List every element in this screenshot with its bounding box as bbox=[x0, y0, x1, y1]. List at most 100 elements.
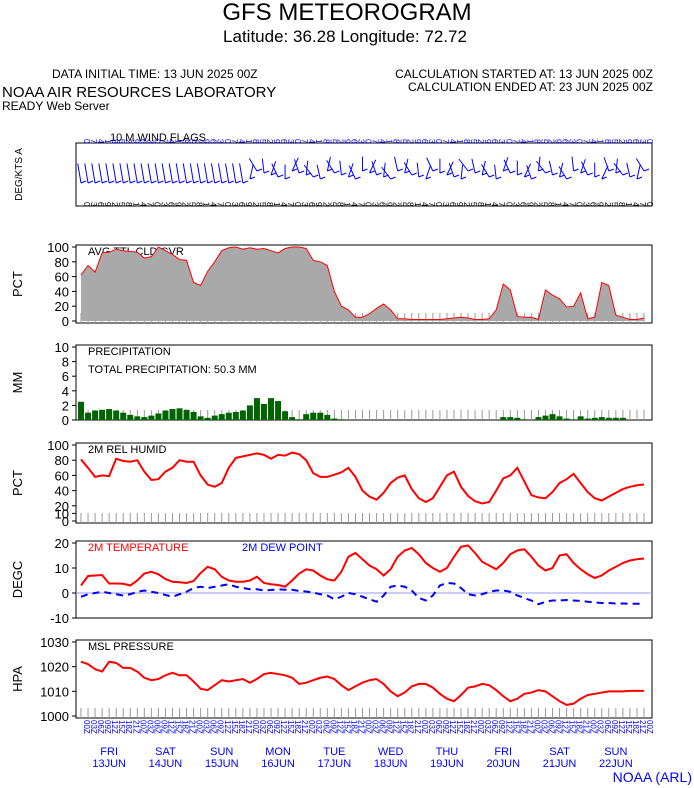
wind-speed-digit: 2 bbox=[181, 202, 190, 207]
panel-title: 2M TEMPERATURE bbox=[88, 542, 188, 554]
wind-barb-flag bbox=[137, 180, 143, 184]
wind-speed-digit: 5 bbox=[188, 202, 197, 207]
wind-barb-flag bbox=[369, 170, 375, 174]
wind-speed-digit: 8 bbox=[195, 202, 204, 207]
y-axis-label: PCT bbox=[10, 271, 25, 297]
y-tick-label: 1000 bbox=[40, 709, 69, 724]
hour-tick-label: 15Z bbox=[342, 720, 351, 734]
wind-speed-digit: 1 bbox=[342, 202, 351, 207]
hour-tick-label: 09Z bbox=[216, 720, 225, 734]
wind-dir-digit: 0 bbox=[364, 139, 373, 144]
pressure-line bbox=[80, 660, 644, 706]
wind-speed-digit: 9 bbox=[455, 202, 464, 207]
wind-dir-digit: 3 bbox=[638, 139, 647, 144]
precip-bar bbox=[85, 412, 92, 420]
y-tick-label: 1010 bbox=[40, 684, 69, 699]
hour-tick-label: 18Z bbox=[124, 720, 133, 734]
wind-speed-digit: 0 bbox=[82, 202, 91, 207]
wind-barb-flag bbox=[341, 172, 347, 176]
wind-barb bbox=[196, 163, 202, 184]
wind-speed-digit: 6 bbox=[448, 202, 457, 207]
wind-dir-digit: 5 bbox=[188, 139, 197, 144]
wind-barb-flag bbox=[580, 170, 586, 174]
wind-dir-digit: 0 bbox=[504, 139, 513, 144]
wind-barb bbox=[571, 156, 575, 172]
wind-barb-flag bbox=[256, 168, 263, 172]
wind-speed-digit: 8 bbox=[124, 202, 133, 207]
wind-barb-flag bbox=[594, 174, 600, 178]
precip-bar bbox=[605, 417, 612, 420]
hour-tick-label: 12Z bbox=[110, 720, 119, 734]
wind-speed-digit: 4 bbox=[138, 202, 147, 207]
precip-bar bbox=[598, 417, 605, 420]
hour-tick-label: 06Z bbox=[490, 720, 499, 734]
wind-speed-digit: 2 bbox=[532, 202, 541, 207]
wind-dir-digit: 2 bbox=[406, 139, 415, 144]
hour-tick-label: 09Z bbox=[103, 720, 112, 734]
precip-bar bbox=[612, 417, 619, 420]
hour-tick-label: 21Z bbox=[582, 720, 591, 734]
wind-dir-digit: 5 bbox=[399, 139, 408, 144]
wind-dir-digit: 7 bbox=[300, 139, 309, 144]
precip-bar bbox=[106, 409, 113, 420]
wind-barb-flag bbox=[453, 174, 460, 178]
y-tick-label: 20 bbox=[55, 536, 69, 551]
wind-barb-flag bbox=[144, 180, 150, 184]
wind-speed-digit: 7 bbox=[145, 202, 154, 207]
wind-barb bbox=[558, 166, 568, 180]
precip-bar bbox=[155, 413, 162, 420]
hour-tick-label: 12Z bbox=[504, 720, 513, 734]
precip-bar bbox=[162, 410, 169, 420]
date-label: 19JUN bbox=[430, 758, 464, 770]
wind-barb-flag bbox=[355, 176, 361, 180]
wind-dir-digit: 5 bbox=[258, 139, 267, 144]
wind-dir-digit: 4 bbox=[237, 139, 246, 144]
date-label: 16JUN bbox=[261, 758, 295, 770]
wind-barb bbox=[503, 159, 511, 174]
precip-bar bbox=[584, 418, 591, 420]
day-label: FRI bbox=[100, 746, 118, 758]
precip-bar bbox=[260, 403, 267, 420]
y-tick-label: 10 bbox=[55, 340, 69, 355]
wind-barb bbox=[458, 158, 469, 172]
wind-barb-flag bbox=[101, 180, 108, 184]
wind-barb-flag bbox=[249, 176, 256, 180]
wind-dir-digit: 6 bbox=[349, 139, 358, 144]
wind-barb-flag bbox=[313, 174, 319, 178]
humidity-line bbox=[80, 451, 645, 505]
wind-speed-digit: 7 bbox=[497, 202, 506, 207]
wind-speed-digit: 4 bbox=[279, 202, 288, 207]
hour-tick-label: 06Z bbox=[434, 720, 443, 734]
precip-bar bbox=[120, 412, 127, 420]
date-label: 13JUN bbox=[92, 758, 126, 770]
wind-barb bbox=[471, 158, 476, 174]
wind-dir-digit: 3 bbox=[286, 139, 295, 144]
wind-dir-digit: 2 bbox=[617, 139, 626, 144]
wind-barb-flag bbox=[559, 174, 565, 178]
day-label: SUN bbox=[604, 746, 627, 758]
y-tick-label: 10 bbox=[55, 561, 69, 576]
day-label: SUN bbox=[210, 746, 233, 758]
hour-tick-label: 12Z bbox=[166, 720, 175, 734]
hour-tick-label: 06Z bbox=[321, 720, 330, 734]
wind-barb bbox=[126, 163, 131, 184]
hour-tick-label: 12Z bbox=[561, 720, 570, 734]
wind-barb-flag bbox=[263, 170, 270, 174]
wind-barb bbox=[98, 163, 103, 184]
wind-speed-digit: 6 bbox=[378, 202, 387, 207]
precip-bar bbox=[134, 416, 141, 420]
y-tick-label: 10 bbox=[55, 506, 69, 521]
wind-dir-digit: 6 bbox=[209, 139, 218, 144]
wind-speed-digit: 8 bbox=[617, 202, 626, 207]
wind-speed-digit: 3 bbox=[159, 202, 168, 207]
wind-dir-digit: 2 bbox=[124, 139, 133, 144]
hour-tick-label: 06Z bbox=[378, 720, 387, 734]
panel-frame bbox=[75, 244, 653, 324]
wind-barb-flag bbox=[474, 170, 481, 174]
wind-barb bbox=[339, 160, 342, 176]
wind-barb-flag bbox=[517, 172, 523, 176]
wind-barb-flag bbox=[123, 180, 129, 184]
wind-speed-digit: 6 bbox=[237, 202, 246, 207]
wind-barb bbox=[210, 163, 216, 184]
wind-speed-digit: 0 bbox=[645, 202, 654, 207]
